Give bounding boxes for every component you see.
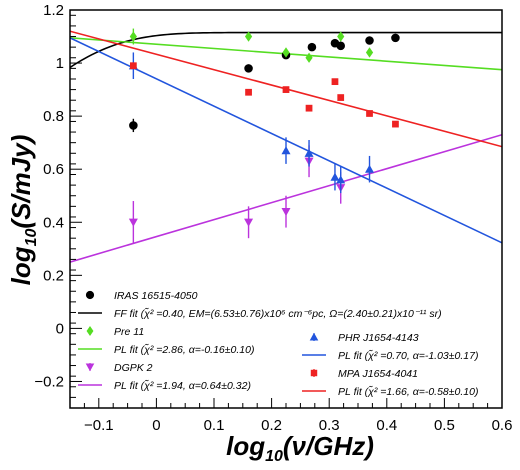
x-axis-title-sub: 10 bbox=[265, 448, 283, 465]
legend-entry-phr-j1654-4143-fit: PL fit (χ̃² =0.70, α=-1.03±0.17) bbox=[302, 349, 478, 362]
data-point bbox=[366, 110, 373, 117]
y-axis-title: log10(S/mJy) bbox=[6, 135, 40, 286]
x-axis-title-rest: (ν/GHz) bbox=[283, 431, 374, 461]
y-tick-label: −0.2 bbox=[34, 373, 64, 390]
legend-entry-mpa-j1654-4041: MPA J1654-4041 bbox=[310, 368, 418, 380]
data-point bbox=[129, 31, 137, 42]
y-tick-label: 0.8 bbox=[43, 108, 64, 125]
data-point bbox=[245, 88, 252, 96]
data-point bbox=[128, 218, 138, 227]
data-point bbox=[244, 31, 253, 42]
legend-label: Pre 11 bbox=[114, 326, 144, 338]
data-point bbox=[331, 78, 339, 86]
data-point bbox=[337, 31, 345, 42]
data-point bbox=[129, 62, 137, 70]
x-tick-label: 0 bbox=[152, 417, 160, 434]
legend-marker bbox=[85, 363, 95, 372]
legend-entry-pre-11: Pre 11 bbox=[86, 326, 144, 338]
x-tick-label: 0.1 bbox=[204, 417, 225, 434]
y-tick-label: 0 bbox=[56, 320, 64, 337]
y-tick-label: 1 bbox=[56, 55, 64, 72]
legend-entry-pre-11-fit: PL fit (χ̃² =2.86, α=-0.16±0.10) bbox=[78, 343, 254, 356]
axes: −0.1 0 0.1 0.2 0.3 0.4 0.5 0.6 −0.2 0 0.2 0.4 0.6 0.8… bbox=[34, 2, 512, 434]
data-point bbox=[282, 86, 290, 93]
x-axis-title: log10(ν/GHz) bbox=[226, 431, 374, 465]
data-point bbox=[244, 64, 253, 73]
legend-marker bbox=[310, 369, 318, 377]
data-point bbox=[365, 47, 374, 58]
legend: IRAS 16515-4050 FF fit (χ̃² =0.40, EM=(6.… bbox=[78, 290, 478, 398]
data-point bbox=[305, 104, 313, 112]
legend-marker bbox=[86, 326, 94, 336]
legend-entry-mpa-j1654-4041-fit: PL fit (χ̃² =1.66, α=-0.58±0.10) bbox=[302, 385, 478, 398]
data-point bbox=[330, 172, 340, 181]
legend-entry-iras-16515-4050: IRAS 16515-4050 bbox=[85, 290, 198, 302]
data-point bbox=[307, 42, 317, 52]
data-points bbox=[128, 28, 400, 244]
data-point bbox=[129, 121, 138, 130]
data-point bbox=[281, 208, 291, 217]
y-tick-label: 0.4 bbox=[43, 214, 64, 231]
legend-label: PL fit (χ̃² =1.94, α=0.64±0.32) bbox=[114, 379, 251, 392]
y-axis-title-rest: (S/mJy) bbox=[6, 135, 36, 229]
y-tick-label: 0.6 bbox=[43, 161, 64, 178]
x-tick-label: −0.1 bbox=[84, 417, 114, 434]
legend-entry-dgpk-2-fit: PL fit (χ̃² =1.94, α=0.64±0.32) bbox=[78, 379, 251, 392]
x-tick-label: 0.2 bbox=[261, 417, 282, 434]
x-tick-label: 0.6 bbox=[492, 417, 513, 434]
data-point bbox=[336, 175, 346, 184]
series-mpa-j1654-4041 bbox=[129, 62, 399, 128]
x-tick-label: 0.3 bbox=[319, 417, 340, 434]
data-point bbox=[365, 164, 375, 173]
legend-label: DGPK 2 bbox=[114, 362, 153, 374]
data-point bbox=[392, 120, 399, 128]
legend-label: MPA J1654-4041 bbox=[338, 368, 418, 380]
y-axis-title-log: log bbox=[6, 246, 36, 285]
data-point bbox=[391, 33, 400, 43]
legend-label: IRAS 16515-4050 bbox=[114, 290, 198, 302]
legend-marker bbox=[309, 332, 319, 341]
legend-label: PHR J1654-4143 bbox=[338, 332, 419, 344]
series-pre-11 bbox=[129, 28, 374, 63]
data-point bbox=[304, 148, 314, 157]
y-tick-label: 1.2 bbox=[43, 2, 64, 19]
legend-label: PL fit (χ̃² =1.66, α=-0.58±0.10) bbox=[338, 385, 478, 398]
x-axis-title-log: log bbox=[226, 431, 265, 461]
data-point bbox=[336, 41, 345, 51]
fit-curve-iras-16515-4050 bbox=[70, 31, 502, 69]
data-point bbox=[337, 94, 345, 101]
x-tick-label: 0.4 bbox=[376, 417, 397, 434]
legend-label: PL fit (χ̃² =2.86, α=-0.16±0.10) bbox=[114, 343, 254, 356]
data-point bbox=[244, 218, 254, 227]
legend-label: PL fit (χ̃² =0.70, α=-1.03±0.17) bbox=[338, 349, 478, 362]
legend-marker bbox=[85, 290, 95, 300]
data-point bbox=[282, 47, 290, 58]
legend-entry-phr-j1654-4143: PHR J1654-4143 bbox=[309, 332, 419, 344]
y-tick-label: 0.2 bbox=[43, 267, 64, 284]
legend-label: FF fit (χ̃² =0.40, EM=(6.53±0.76)x10⁶ cm… bbox=[114, 307, 442, 320]
data-point bbox=[305, 52, 313, 63]
y-axis-title-sub: 10 bbox=[23, 228, 40, 246]
x-tick-label: 0.5 bbox=[434, 417, 455, 434]
legend-entry-iras-16515-4050-fit: FF fit (χ̃² =0.40, EM=(6.53±0.76)x10⁶ cm… bbox=[78, 307, 442, 320]
data-point bbox=[281, 146, 291, 155]
legend-entry-dgpk-2: DGPK 2 bbox=[85, 362, 153, 374]
data-point bbox=[365, 36, 374, 45]
